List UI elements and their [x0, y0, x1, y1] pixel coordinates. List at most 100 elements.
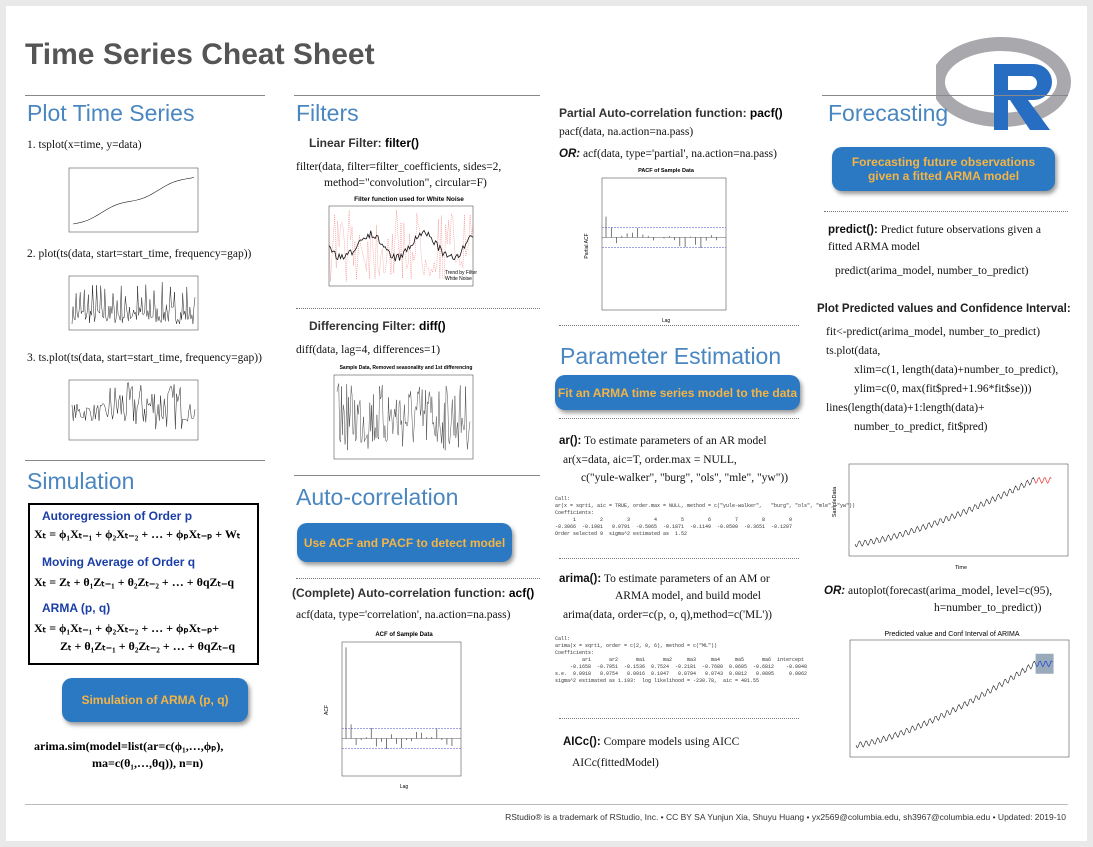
axis-label: Lag — [400, 784, 409, 790]
desc-text: Compare models using AICC — [600, 736, 740, 748]
console-line: -0.3066 -0.1981 0.0791 -0.5065 -0.1871 -… — [555, 524, 793, 530]
console-output: Call: ar(x = sqrt1, aic = TRUE, order.max… — [555, 496, 855, 538]
code: number_to_predict, fit$pred) — [854, 421, 988, 433]
code: arima.sim(model=list(ar=c(ϕ₁,…,ϕₚ), — [34, 739, 224, 753]
code: ar(x=data, aic=T, order.max = NULL, — [563, 454, 737, 466]
axis-label: Partial ACF — [584, 233, 590, 258]
heading: Plot Predicted values and Confidence Int… — [817, 303, 1071, 315]
plot-frame — [341, 641, 462, 777]
code: OR: autoplot(forecast(arima_model, level… — [824, 585, 1052, 597]
fn: arima(): — [559, 573, 602, 585]
label-text: (Complete) Auto-correlation function: — [292, 586, 509, 600]
code: lines(length(data)+1:length(data)+ — [826, 402, 985, 414]
logo-r — [994, 64, 1052, 130]
code-text: acf(data, type='partial', na.action=na.p… — [582, 148, 777, 160]
or: OR: — [824, 585, 846, 597]
section-title: Forecasting — [828, 100, 949, 126]
formula-heading: Moving Average of Order q — [42, 555, 196, 569]
console-line: 1 2 3 4 5 6 7 8 9 — [555, 517, 793, 523]
axis-label: Time — [955, 565, 967, 571]
code: c("yule-walker", "burg", "ols", "mle", "… — [581, 472, 789, 484]
mini-plot: PACF of Sample Data Lag Partial ACF — [584, 168, 727, 324]
label-text: Differencing Filter: — [309, 319, 420, 333]
mini-plot — [68, 379, 199, 441]
console-line: sigma^2 estimated as 1.193: log likeliho… — [555, 678, 760, 684]
console-output: Call: arima(x = sqrt1, order = c(2, 0, 6)… — [555, 636, 807, 685]
code: xlim=c(1, length(data)+number_to_predict… — [854, 364, 1059, 376]
plot-line — [71, 282, 196, 325]
plot-line — [1035, 660, 1053, 668]
desc: ar(): To estimate parameters of an AR mo… — [559, 435, 767, 447]
code: ylim=c(0, max(fit$pred+1.96*fit$se))) — [854, 383, 1032, 395]
axis-label: ACF — [324, 705, 330, 715]
callout-text: Use ACF and PACF to detect model — [303, 535, 506, 550]
mini-plot: Filter function used for White Noise Tre… — [328, 196, 477, 287]
code: predict(arima_model, number_to_predict) — [835, 265, 1029, 277]
desc: AICc(): Compare models using AICC — [563, 736, 739, 748]
callout: Use ACF and PACF to detect model — [297, 523, 512, 562]
callout: Simulation of ARMA (p, q) — [62, 678, 248, 722]
desc-text: Predict future observations given a — [877, 224, 1042, 236]
code: ma=c(θ₁,…,θq)), n=n) — [92, 756, 204, 770]
desc: arima(): To estimate parameters of an AM… — [559, 573, 770, 585]
console-line: Call: — [555, 496, 571, 502]
rule — [559, 325, 799, 326]
plot-frame — [333, 374, 474, 460]
fn: predict(): — [828, 224, 878, 236]
legend-entry: Trend by Filter — [445, 270, 477, 276]
plot-line — [71, 382, 196, 430]
fn: pacf() — [749, 106, 783, 120]
rule — [25, 460, 265, 461]
plot-frame — [849, 639, 1070, 758]
desc: ARMA model, and build model — [615, 590, 761, 602]
label: Differencing Filter: diff() — [309, 319, 446, 333]
formula-heading: Autoregression of Order p — [42, 509, 193, 523]
item: 2. plot(ts(data, start=start_time, frequ… — [27, 248, 252, 260]
legend-entry: White Noise — [445, 276, 472, 282]
desc-text: To estimate parameters of an AR model — [581, 435, 767, 447]
plot-line — [855, 660, 1036, 749]
section-title: Parameter Estimation — [560, 343, 782, 369]
plot-frame — [601, 177, 727, 311]
axis-label: Lag — [662, 318, 671, 324]
callout-text: Forecasting future observations — [851, 155, 1036, 169]
formula: Xₜ = Zₜ + θ₁Zₜ₋₁ + θ₂Zₜ₋₂ + … + θqZₜ₋q — [34, 575, 235, 589]
label-text: Linear Filter: — [309, 136, 386, 150]
rule — [296, 578, 540, 579]
code: arima(data, order=c(p, o, q),method=c('M… — [563, 609, 773, 621]
rule — [25, 804, 1068, 805]
code: ts.plot(data, — [826, 345, 881, 357]
plot-title: Predicted value and Conf Interval of ARI… — [884, 631, 1019, 638]
mini-plot: ACF of Sample Data Lag ACF — [324, 632, 462, 790]
r-logo — [936, 37, 1071, 130]
mini-plot — [68, 167, 199, 233]
code: filter(data, filter=filter_coefficients,… — [296, 161, 502, 173]
plot-line — [72, 177, 195, 225]
plot-frame — [68, 275, 199, 331]
fn: diff() — [419, 319, 446, 333]
footer: RStudio® is a trademark of RStudio, Inc.… — [505, 812, 1066, 822]
formula: Xₜ = ϕ₁Xₜ₋₁ + ϕ₂Xₜ₋₂ + … + ϕₚXₜ₋ₚ + Wₜ — [34, 527, 241, 541]
formula: Xₜ = ϕ₁Xₜ₋₁ + ϕ₂Xₜ₋₂ + … + ϕₚXₜ₋ₚ+ — [34, 621, 220, 635]
rule — [25, 95, 265, 96]
desc: predict(): Predict future observations g… — [828, 224, 1041, 236]
code: fit<-predict(arima_model, number_to_pred… — [826, 326, 1041, 338]
desc: fitted ARMA model — [828, 241, 920, 253]
code: OR: acf(data, type='partial', na.action=… — [559, 148, 777, 160]
plot-line — [854, 477, 1035, 548]
console-line: Coefficients: — [555, 510, 595, 516]
plot-title: Sample Data, Removed seasonality and 1st… — [340, 365, 473, 371]
plot-line — [1034, 476, 1052, 484]
callout: Fit an ARMA time series model to the dat… — [555, 375, 800, 410]
console-line: s.e. 0.0918 0.0754 0.0916 0.1047 0.0794 … — [555, 671, 808, 677]
console-line: Coefficients: — [555, 650, 595, 656]
console-line: -0.1658 -0.7951 -0.1536 0.7524 -0.2181 -… — [555, 664, 808, 670]
axis-label: SampleData — [832, 486, 838, 517]
rule — [559, 718, 799, 719]
label: Linear Filter: filter() — [309, 136, 419, 150]
console-line: Call: — [555, 636, 571, 642]
code: acf(data, type='correlation', na.action=… — [296, 609, 511, 621]
section-title: Simulation — [27, 468, 135, 494]
plot-title: PACF of Sample Data — [638, 168, 695, 174]
console-line: arima(x = sqrt1, order = c(2, 0, 6), met… — [555, 643, 718, 649]
